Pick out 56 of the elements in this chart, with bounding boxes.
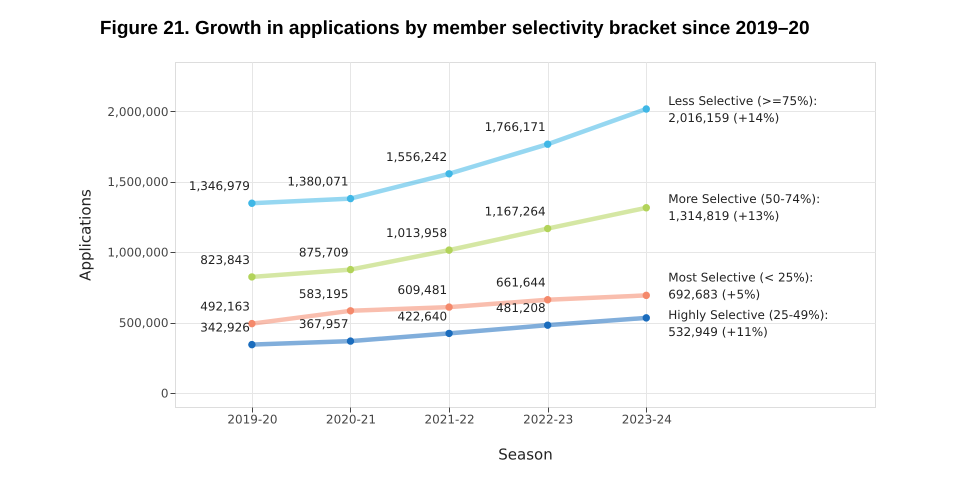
point [445, 170, 453, 178]
point [248, 200, 256, 207]
point [346, 307, 354, 314]
y-tick-label: 1,000,000 [107, 246, 168, 260]
point [544, 140, 552, 148]
data-label: 422,640 [397, 309, 448, 324]
point [346, 194, 354, 202]
data-label: 1,314,819 (+13%) [668, 208, 780, 223]
series-label: Most Selective (< 25%): [668, 270, 814, 284]
data-label: 367,957 [298, 317, 348, 332]
x-tick-label: 2021-22 [424, 412, 475, 426]
data-label: 1,556,242 [386, 150, 448, 164]
y-tick-label: 2,000,000 [107, 104, 168, 119]
point [642, 105, 650, 113]
point [248, 340, 256, 348]
y-tick-label: 0 [160, 386, 168, 400]
point [445, 246, 453, 254]
series-label: Highly Selective (25-49%): [668, 308, 828, 322]
data-label: 1,167,264 [484, 204, 546, 219]
data-label: 1,013,958 [386, 226, 448, 240]
x-tick-label: 2022-23 [523, 412, 574, 426]
y-tick-label: 500,000 [118, 316, 168, 330]
point [642, 314, 650, 322]
y-axis-title: Applications [76, 189, 94, 281]
data-label: 583,195 [298, 286, 348, 301]
data-label: 2,016,159 (+14%) [668, 111, 780, 126]
point [445, 330, 453, 338]
data-label: 532,949 (+11%) [668, 324, 768, 339]
x-tick-label: 2019-20 [227, 412, 278, 426]
data-label: 1,766,171 [484, 120, 546, 134]
point [248, 273, 256, 281]
point [544, 224, 552, 232]
y-tick-label: 1,500,000 [107, 175, 168, 190]
chart-title: Figure 21. Growth in applications by member selectivity bracket since 2019–20 [100, 18, 810, 39]
point [346, 266, 354, 274]
point [445, 303, 453, 311]
data-label: 609,481 [397, 283, 448, 298]
data-label: 875,709 [298, 246, 348, 260]
data-label: 342,926 [200, 320, 250, 335]
x-tick-label: 2023-24 [622, 412, 672, 426]
point [544, 321, 552, 329]
data-label: 1,380,071 [287, 174, 348, 189]
x-tick-label: 2020-21 [326, 412, 376, 426]
data-label: 661,644 [496, 276, 546, 290]
data-label: 823,843 [200, 252, 250, 267]
point [544, 296, 552, 304]
data-label: 1,346,979 [188, 179, 250, 194]
data-label: 481,208 [496, 301, 546, 316]
point [346, 337, 354, 345]
series-label: More Selective (50-74%): [668, 192, 820, 206]
x-axis-title: Season [498, 446, 553, 464]
data-label: 692,683 (+5%) [668, 287, 760, 302]
point [642, 204, 650, 212]
series-label: Less Selective (>=75%): [668, 94, 818, 108]
point [642, 292, 650, 300]
data-label: 492,163 [200, 300, 250, 314]
